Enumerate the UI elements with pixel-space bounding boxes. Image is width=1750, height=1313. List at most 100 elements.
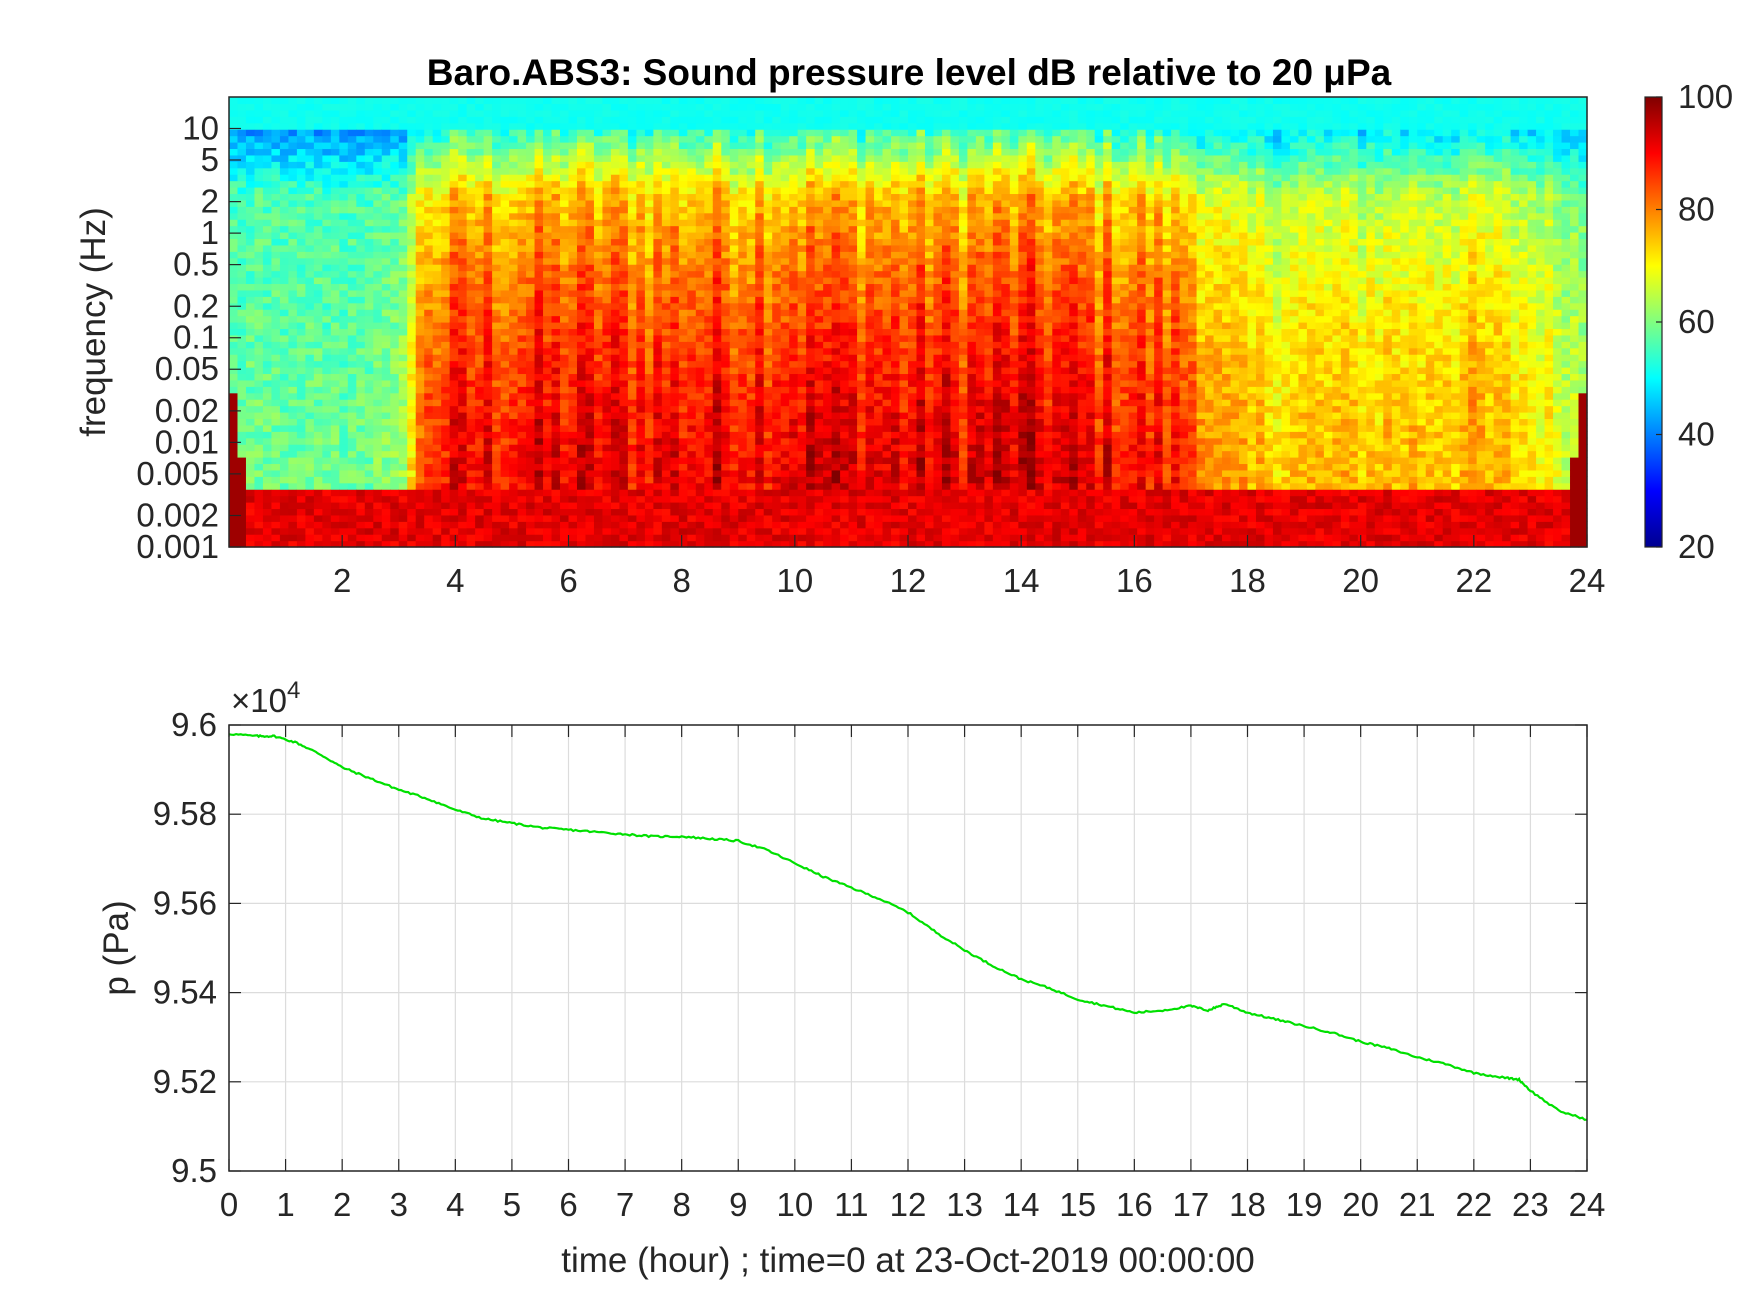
spectrogram-cell <box>678 328 688 336</box>
spectrogram-cell <box>653 309 663 317</box>
spectrogram-cell <box>330 347 340 355</box>
spectrogram-cell <box>296 367 306 375</box>
spectrogram-cell <box>789 122 799 130</box>
spectrogram-cell <box>831 412 841 420</box>
spectrogram-cell <box>254 469 264 477</box>
spectrogram-cell <box>797 476 807 484</box>
spectrogram-cell <box>483 521 493 529</box>
spectrogram-cell <box>602 142 612 150</box>
spectrogram-cell <box>229 502 239 510</box>
spectrogram-cell <box>424 521 434 529</box>
spectrogram-cell <box>593 392 604 400</box>
spectrogram-cell <box>390 521 400 529</box>
spectrogram-cell <box>483 463 493 471</box>
spectrogram-cell <box>823 482 833 490</box>
spectrogram-cell <box>610 437 621 445</box>
spectrogram-cell <box>763 457 773 465</box>
spectrogram-cell <box>364 450 374 458</box>
spectrogram-cell <box>356 232 366 240</box>
spectrogram-cell <box>729 514 739 522</box>
spectrogram-cell <box>661 283 671 291</box>
spectrogram-cell <box>322 187 332 195</box>
spectrogram-cell <box>797 187 807 195</box>
spectrogram-cell <box>670 219 680 227</box>
spectrogram-cell <box>789 508 799 516</box>
spectrogram-cell <box>789 469 799 477</box>
spectrogram-cell <box>356 277 366 285</box>
spectrogram-cell <box>229 154 239 162</box>
spectrogram-cell <box>313 154 323 162</box>
spectrogram-cell <box>322 328 332 336</box>
spectrogram-cell <box>313 103 323 111</box>
spectrogram-cell <box>432 386 442 394</box>
spectrogram-cell <box>390 232 400 240</box>
spectrogram-cell <box>653 514 663 522</box>
spectrogram-cell <box>424 225 434 233</box>
spectrogram-cell <box>560 219 570 227</box>
spectrogram-cell <box>254 334 264 342</box>
spectrogram-cell <box>687 540 697 548</box>
spectrogram-cell <box>466 354 476 362</box>
spectrogram-cell <box>729 219 739 227</box>
spectrogram-cell <box>551 444 561 452</box>
spectrogram-cell <box>610 386 621 394</box>
spectrogram-cell <box>254 219 264 227</box>
spectrogram-cell <box>746 238 756 246</box>
spectrogram-cell <box>593 457 604 465</box>
spectrogram-cell <box>305 232 315 240</box>
spectrogram-cell <box>534 109 544 117</box>
spectrogram-cell <box>738 431 748 439</box>
spectrogram-cell <box>772 109 782 117</box>
spectrogram-cell <box>441 354 451 362</box>
spectrogram-cell <box>262 469 273 477</box>
spectrogram-cell <box>661 109 671 117</box>
spectrogram-cell <box>288 334 298 342</box>
spectrogram-cell <box>517 469 527 477</box>
spectrogram-cell <box>356 495 366 503</box>
spectrogram-cell <box>721 373 731 381</box>
spectrogram-cell <box>262 270 273 278</box>
spectrogram-cell <box>823 264 833 272</box>
spectrogram-cell <box>475 289 485 297</box>
spectrogram-cell <box>551 489 561 497</box>
spectrogram-cell <box>237 309 247 317</box>
spectrogram-cell <box>534 508 544 516</box>
spectrogram-cell <box>466 437 476 445</box>
spectrogram-cell <box>695 450 705 458</box>
spectrogram-cell <box>313 373 323 381</box>
spectrogram-cell <box>704 244 714 252</box>
spectrogram-cell <box>381 482 391 490</box>
spectrogram-cell <box>543 534 553 542</box>
spectrogram-cell <box>449 412 459 420</box>
spectrogram-cell <box>627 334 637 342</box>
spectrogram-cell <box>347 296 357 304</box>
spectrogram-cell <box>373 502 383 510</box>
spectrogram-cell <box>814 373 824 381</box>
spectrogram-cell <box>330 167 340 175</box>
spectrogram-cell <box>245 199 256 207</box>
spectrogram-cell <box>644 360 654 368</box>
spectrogram-cell <box>390 129 400 137</box>
spectrogram-cell <box>823 495 833 503</box>
spectrogram-cell <box>729 109 739 117</box>
spectrogram-cell <box>653 334 663 342</box>
spectrogram-cell <box>543 296 553 304</box>
spectrogram-cell <box>797 540 807 548</box>
spectrogram-cell <box>576 502 587 510</box>
spectrogram-cell <box>407 142 417 150</box>
spectrogram-cell <box>772 193 782 201</box>
spectrogram-cell <box>610 199 621 207</box>
spectrogram-cell <box>390 540 400 548</box>
spectrogram-cell <box>738 405 748 413</box>
spectrogram-cell <box>390 489 400 497</box>
spectrogram-cell <box>296 238 306 246</box>
spectrogram-cell <box>407 238 417 246</box>
spectrogram-cell <box>551 174 561 182</box>
spectrogram-cell <box>704 212 714 220</box>
spectrogram-cell <box>551 129 561 137</box>
spectrogram-cell <box>441 142 451 150</box>
spectrogram-cell <box>271 302 281 310</box>
spectrogram-cell <box>483 257 493 265</box>
spectrogram-cell <box>441 521 451 529</box>
spectrogram-cell <box>398 199 408 207</box>
